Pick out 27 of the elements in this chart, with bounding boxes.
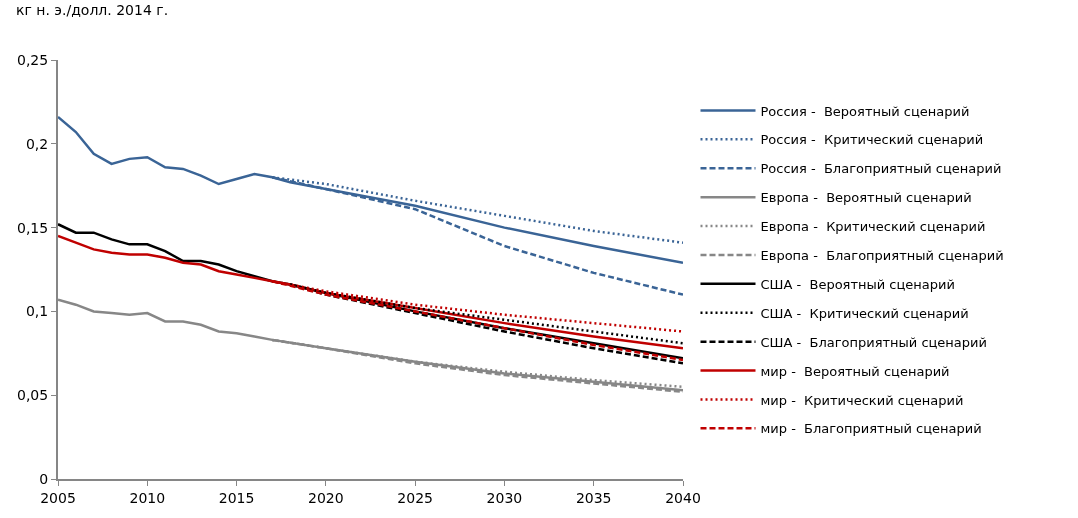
legend-label: Россия - Благоприятный сценарий: [760, 161, 1002, 177]
y-tick-label: 0,05: [17, 387, 49, 404]
legend-label: мир - Благоприятный сценарий: [760, 421, 982, 437]
y-tick-label: 0,25: [17, 51, 49, 68]
x-tick-label: 2030: [486, 489, 523, 506]
y-axis-title: кг н. э./долл. 2014 г.: [16, 2, 169, 18]
x-tick-label: 2010: [129, 489, 166, 506]
x-tick-label: 2035: [575, 489, 612, 506]
legend-label: Россия - Критический сценарий: [760, 132, 984, 148]
legend-label: Европа - Благоприятный сценарий: [760, 248, 1004, 264]
y-tick-label: 0: [39, 470, 49, 487]
legend-label: Европа - Вероятный сценарий: [760, 190, 972, 206]
legend-label: США - Критический сценарий: [760, 305, 969, 321]
legend-label: мир - Критический сценарий: [760, 392, 964, 408]
legend-label: Россия - Вероятный сценарий: [760, 103, 970, 119]
y-tick-label: 0,2: [25, 135, 49, 152]
legend-label: США - Благоприятный сценарий: [760, 334, 987, 350]
x-tick-label: 2005: [40, 489, 76, 506]
legend-label: США - Вероятный сценарий: [760, 276, 955, 292]
legend-label: Европа - Критический сценарий: [760, 219, 986, 235]
x-tick-label: 2040: [665, 489, 701, 506]
y-tick-label: 0,1: [25, 303, 49, 320]
x-tick-label: 2025: [397, 489, 433, 506]
x-tick-label: 2020: [308, 489, 344, 506]
x-tick-label: 2015: [218, 489, 255, 506]
y-tick-label: 0,15: [17, 219, 49, 236]
legend-label: мир - Вероятный сценарий: [760, 363, 950, 379]
